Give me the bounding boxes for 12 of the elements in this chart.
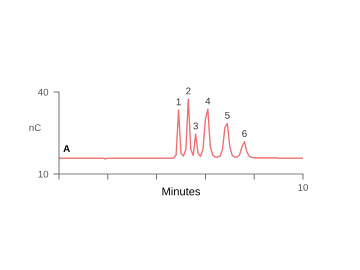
annotation: 5 xyxy=(225,112,230,119)
annotation: 3 xyxy=(193,122,198,130)
annotation: 1 xyxy=(176,98,181,106)
annotation: 2 xyxy=(186,88,191,94)
line-series xyxy=(59,98,303,160)
y-tick-label: 40 xyxy=(38,88,48,96)
text: 10 xyxy=(298,184,308,191)
annotation: 6 xyxy=(242,130,247,138)
y-axis-title: nC xyxy=(29,124,41,132)
x-axis-title: Minutes xyxy=(162,187,200,196)
annotation: A xyxy=(63,145,70,152)
annotation: 4 xyxy=(205,98,210,104)
